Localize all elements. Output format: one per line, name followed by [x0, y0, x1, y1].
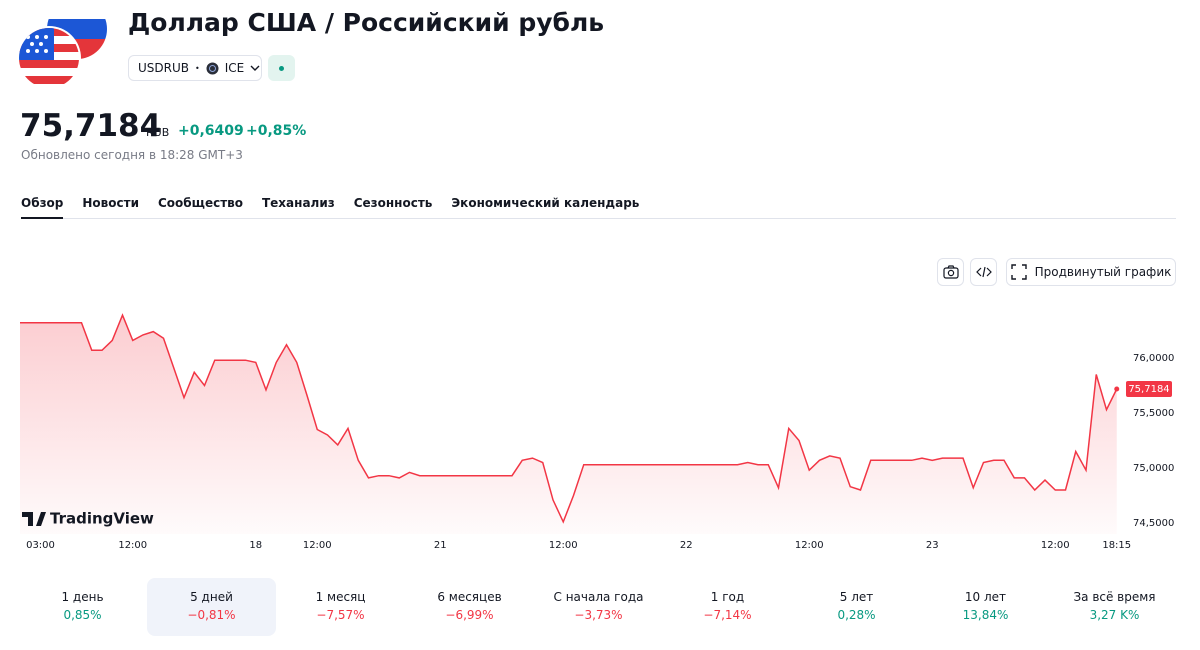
code-icon	[975, 266, 992, 278]
x-tick-label: 12:00	[795, 540, 824, 551]
price-badge	[1126, 380, 1172, 397]
snapshot-button[interactable]	[937, 258, 964, 286]
y-tick-label: 75,0000	[1133, 463, 1174, 474]
tab[interactable]: Экономический календарь	[451, 196, 640, 210]
expand-icon	[1010, 264, 1027, 280]
period-label: 1 год	[710, 590, 745, 604]
tabs: Обзор Новости Сообщество Теханализ Сезонност…	[21, 196, 1176, 219]
watermark: TradingView	[22, 510, 154, 528]
period-change: −6,99%	[445, 608, 494, 622]
tab[interactable]: Сезонность	[353, 196, 433, 210]
watermark-text: TradingView	[50, 510, 154, 528]
exchange-icon	[206, 62, 219, 74]
period[interactable]: 1 день 0,85%	[18, 578, 147, 636]
price: 75,7184	[20, 108, 162, 144]
period-label: 10 лет	[964, 590, 1007, 604]
periods: 1 день 0,85% 5 дней −0,81% 1 месяц −7,57% 6 ме…	[18, 578, 1179, 636]
x-tick-label: 21	[434, 540, 447, 551]
period-change: 0,28%	[837, 608, 876, 622]
price-line	[20, 313, 1118, 524]
period-label: 6 месяцев	[437, 590, 502, 604]
tab[interactable]: Обзор	[21, 196, 64, 219]
period-label: 1 день	[61, 590, 104, 604]
change: +0,6409	[178, 123, 244, 139]
separator: •	[195, 63, 200, 73]
tab[interactable]: Новости	[82, 196, 139, 210]
period[interactable]: За всё время 3,27 K%	[1050, 578, 1179, 636]
y-tick-label: 75,5000	[1133, 408, 1174, 419]
period[interactable]: 10 лет 13,84%	[921, 578, 1050, 636]
period-label: С начала года	[553, 590, 644, 604]
x-tick-label: 12:00	[118, 540, 147, 551]
x-tick-label: 23	[926, 540, 939, 551]
period[interactable]: С начала года −3,73%	[534, 578, 663, 636]
period-change: −3,73%	[574, 608, 623, 622]
period-change: −0,81%	[187, 608, 236, 622]
period[interactable]: 5 дней −0,81%	[147, 578, 276, 636]
period[interactable]: 6 месяцев −6,99%	[405, 578, 534, 636]
last-point	[1114, 386, 1120, 392]
period-change: 13,84%	[962, 608, 1009, 622]
period-change: −7,57%	[316, 608, 365, 622]
x-tick-label: 22	[680, 540, 693, 551]
period-label: 1 месяц	[315, 590, 366, 604]
period-label: За всё время	[1073, 590, 1156, 604]
y-tick-label: 74,5000	[1133, 518, 1174, 529]
x-tick-label: 03:00	[26, 540, 55, 551]
x-tick-label: 18	[249, 540, 262, 551]
y-tick-label: 76,0000	[1133, 353, 1174, 364]
advanced-chart-label: Продвинутый график	[1034, 265, 1172, 279]
advanced-chart-button[interactable]: Продвинутый график	[1006, 258, 1176, 286]
chevron	[250, 65, 260, 71]
period[interactable]: 1 год −7,14%	[663, 578, 792, 636]
period-change: −7,14%	[703, 608, 752, 622]
period-change: 3,27 K%	[1089, 608, 1140, 622]
exchange: ICE	[224, 61, 245, 75]
period[interactable]: 1 месяц −7,57%	[276, 578, 405, 636]
embed-button[interactable]	[970, 258, 997, 286]
chart: TradingView 74,5000 75,0000 75,5000 76,0000…	[20, 313, 1174, 551]
x-tick-label: 12:00	[303, 540, 332, 551]
period-change: 0,85%	[63, 608, 102, 622]
change-percent: +0,85%	[246, 123, 307, 139]
symbol: USDRUB	[138, 61, 189, 75]
updated: Обновлено сегодня в 18:28 GMT+3	[21, 148, 243, 162]
price-badge-label: 75,7184	[1128, 384, 1169, 395]
x-tick-label: 18:15	[1102, 540, 1131, 551]
symbol-chip[interactable]: USDRUB • ICE	[128, 55, 262, 81]
flags	[18, 0, 107, 90]
currency: RUB	[146, 126, 170, 139]
tab[interactable]: Сообщество	[158, 196, 243, 210]
status-chip[interactable]	[268, 55, 295, 81]
title: Доллар США / Российский рубль	[128, 8, 605, 37]
period-label: 5 лет	[839, 590, 874, 604]
area-fill	[20, 315, 1117, 534]
tab[interactable]: Теханализ	[261, 196, 335, 210]
x-tick-label: 12:00	[1041, 540, 1070, 551]
period-label: 5 дней	[190, 590, 233, 604]
camera-icon	[942, 265, 959, 279]
x-tick-label: 12:00	[549, 540, 578, 551]
period[interactable]: 5 лет 0,28%	[792, 578, 921, 636]
